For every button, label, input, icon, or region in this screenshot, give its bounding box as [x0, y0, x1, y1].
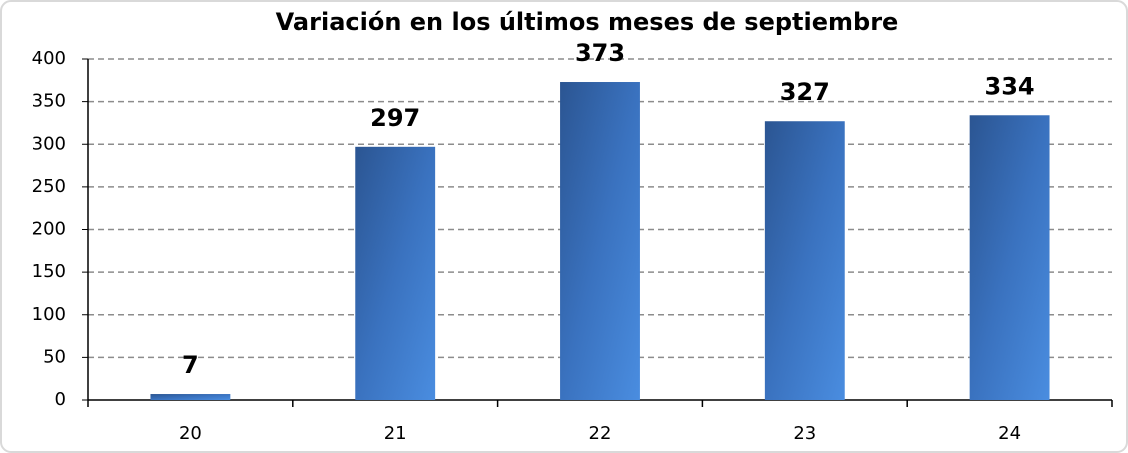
y-tick-label: 0 — [55, 389, 66, 410]
y-tick-label: 50 — [43, 346, 66, 367]
bar — [560, 82, 640, 400]
y-tick-label: 300 — [32, 133, 66, 154]
data-label: 334 — [985, 72, 1035, 100]
y-tick-label: 400 — [32, 48, 66, 69]
data-label: 373 — [575, 39, 625, 67]
bar — [150, 394, 231, 400]
data-label: 297 — [370, 104, 420, 132]
y-tick-label: 250 — [32, 176, 66, 197]
x-tick-label: 20 — [179, 423, 202, 444]
data-label: 327 — [780, 78, 830, 106]
chart-title: Variación en los últimos meses de septie… — [276, 8, 899, 36]
bar — [355, 146, 436, 400]
data-label: 7 — [182, 351, 199, 379]
y-tick-label: 100 — [32, 304, 66, 325]
x-tick-label: 23 — [793, 423, 816, 444]
x-tick-label: 21 — [384, 423, 407, 444]
y-tick-label: 350 — [32, 91, 66, 112]
bar — [764, 121, 845, 401]
y-tick-label: 200 — [32, 219, 66, 240]
x-tick-label: 24 — [998, 423, 1021, 444]
bar — [969, 115, 1050, 400]
x-tick-label: 22 — [589, 423, 612, 444]
y-tick-label: 150 — [32, 261, 66, 282]
